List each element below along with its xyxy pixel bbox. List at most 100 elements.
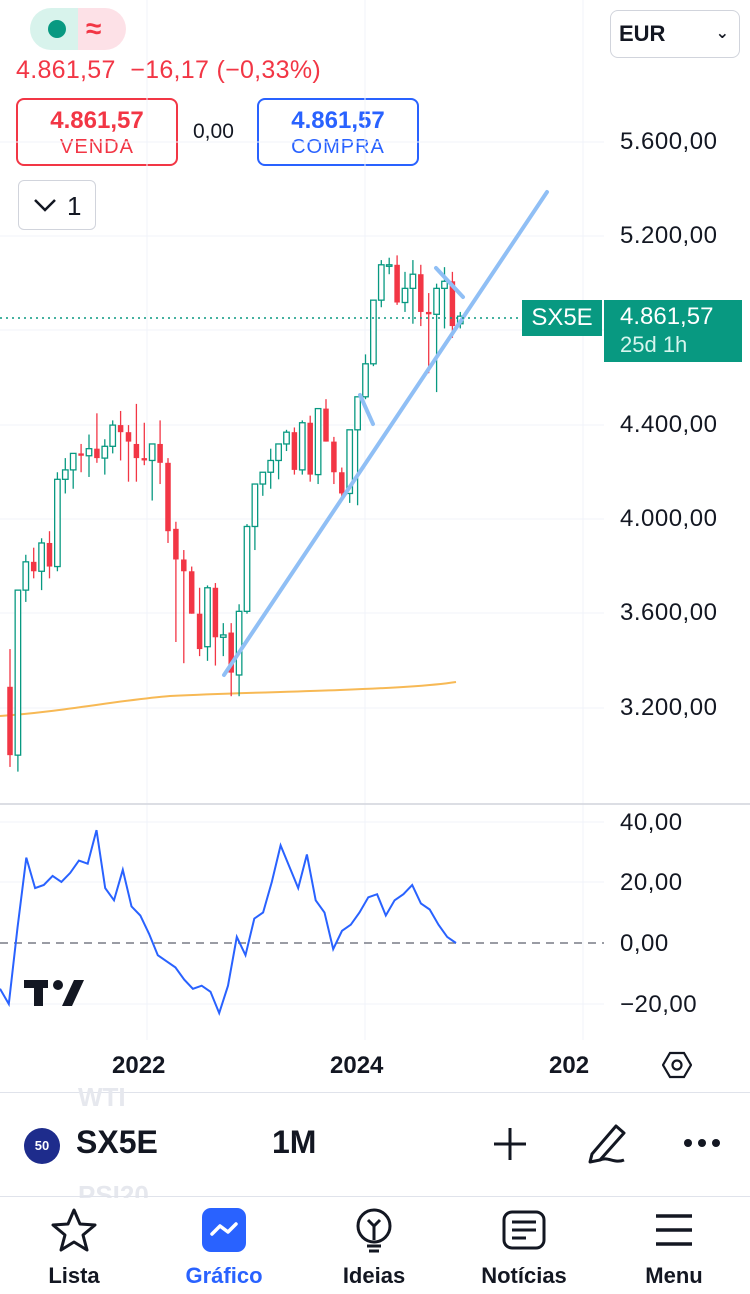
time-axis-label: 202 [549, 1052, 590, 1079]
candle-body [38, 542, 45, 572]
wave-icon: ≈ [86, 13, 102, 44]
price-axis-label: 5.200,00 [620, 222, 718, 249]
price-axis-label: 3.200,00 [620, 694, 718, 721]
nav-lista-label: Lista [48, 1263, 100, 1288]
price-axis-label: 3.600,00 [620, 599, 718, 626]
plus-icon[interactable] [492, 1126, 528, 1162]
candle-body [78, 453, 84, 456]
last-price-tag-value: 4.861,57 [620, 303, 714, 330]
candle-body [449, 281, 456, 327]
candles [7, 255, 464, 772]
candle-body [69, 452, 77, 471]
bar-countdown: 25d 1h [620, 332, 688, 357]
candle-body [307, 422, 313, 475]
candle-body [354, 396, 362, 431]
price-chart[interactable] [0, 0, 750, 1090]
candle-body [219, 634, 227, 638]
candle-body [323, 408, 329, 442]
more-icon[interactable] [682, 1136, 722, 1150]
candle-body [30, 561, 37, 572]
candle-body [117, 425, 124, 433]
nav-grafico[interactable]: Gráfico [164, 1206, 284, 1289]
candle-body [157, 443, 163, 463]
chart-icon [202, 1208, 246, 1252]
symbol-logo-badge: 50 [24, 1128, 60, 1164]
candle-body [339, 472, 345, 494]
candle-body [133, 443, 140, 459]
legend-count: 1 [67, 191, 82, 221]
candle-body [259, 471, 267, 485]
legend-toggle-button[interactable]: 1 [18, 180, 96, 230]
candle-body [377, 264, 385, 301]
price-axis-label: 5.600,00 [620, 128, 718, 155]
candle-body [283, 431, 290, 445]
nav-lista[interactable]: Lista [14, 1206, 134, 1289]
candle-body [331, 441, 337, 473]
candle-body [181, 559, 187, 572]
candle-body [165, 462, 171, 532]
candle-body [109, 424, 117, 447]
candle-body [7, 686, 13, 756]
price-axis-label: 4.400,00 [620, 411, 718, 438]
price-change-pct: (−0,33%) [216, 56, 321, 84]
candle-body [196, 613, 203, 650]
candle-body [433, 287, 441, 315]
draw-pencil-icon[interactable] [584, 1120, 630, 1166]
candle-body [22, 561, 30, 591]
candle-body [212, 587, 219, 638]
sell-price: 4.861,57 [50, 107, 144, 134]
candle-body [243, 525, 251, 612]
nav-menu[interactable]: Menu [614, 1206, 734, 1289]
candle-body [314, 407, 322, 476]
candle-body [125, 432, 132, 442]
nav-menu-label: Menu [645, 1263, 703, 1288]
currency-select[interactable]: EUR ⌄ [610, 10, 740, 58]
candle-body [14, 589, 22, 756]
candle-body [298, 422, 306, 471]
nav-ideias-label: Ideias [342, 1263, 406, 1288]
candle-body [385, 264, 393, 267]
buy-button[interactable]: 4.861,57 COMPRA [257, 98, 419, 166]
candle-body [85, 448, 93, 457]
moving-average-line [0, 681, 457, 717]
hamburger-menu-icon [656, 1214, 692, 1246]
candle-body [251, 483, 259, 528]
market-status-pill[interactable]: ≈ [30, 8, 126, 50]
time-axis-label: 2022 [112, 1052, 166, 1079]
trend-line-segment[interactable] [434, 266, 465, 299]
candle-body [362, 363, 369, 398]
candle-body [235, 610, 243, 676]
settings-hexagon-icon[interactable] [662, 1050, 692, 1080]
chevron-down-icon [34, 199, 56, 212]
candle-body [46, 542, 53, 567]
interval-button[interactable]: 1M [272, 1124, 317, 1160]
oscillator-axis-label: −20,00 [620, 991, 698, 1018]
candle-body [346, 429, 354, 495]
symbol-search-button[interactable]: SX5E [76, 1124, 158, 1160]
nav-noticias[interactable]: Notícias [464, 1206, 584, 1289]
candle-body [369, 299, 377, 365]
candle-body [204, 587, 211, 648]
price-change: −16,17 [130, 56, 210, 84]
chevron-down-icon: ⌄ [715, 25, 729, 42]
candle-body [441, 280, 448, 290]
buy-price: 4.861,57 [291, 107, 385, 134]
adjacent-symbol-above: WTI [78, 1082, 126, 1106]
nav-divider [0, 1196, 750, 1197]
nav-noticias-label: Notícias [481, 1263, 567, 1288]
nav-grafico-label: Gráfico [185, 1263, 263, 1288]
tradingview-logo [24, 980, 84, 1006]
toolbar-divider [0, 1092, 750, 1093]
last-price-line: 4.861,57 −16,17 (−0,33%) [16, 56, 321, 85]
trend-line-segment[interactable] [358, 393, 375, 426]
oscillator-axis-label: 20,00 [620, 869, 683, 896]
trend-line[interactable] [222, 190, 549, 677]
oscillator-axis-label: 40,00 [620, 809, 683, 836]
candle-body [228, 632, 234, 673]
nav-ideias[interactable]: Ideias [314, 1206, 434, 1289]
candle-body [394, 264, 400, 303]
candle-body [61, 469, 69, 480]
candle-body [188, 571, 195, 614]
spread-value: 0,00 [193, 120, 234, 143]
grid-lines [0, 0, 604, 1040]
